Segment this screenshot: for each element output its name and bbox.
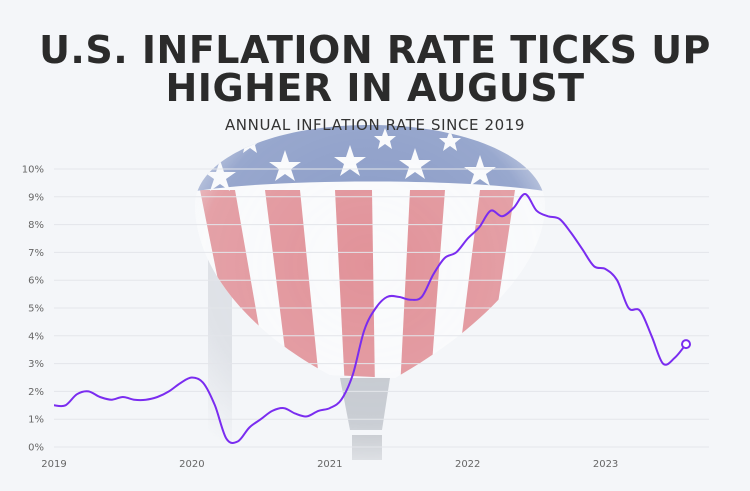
- chart-subtitle: ANNUAL INFLATION RATE SINCE 2019: [224, 116, 526, 134]
- x-tick-label: 2019: [41, 459, 66, 470]
- y-tick-label: 6%: [28, 276, 44, 287]
- x-axis-ticks: 2019 2020 2021 2022 2023: [41, 459, 618, 470]
- balloon-skirt: [340, 378, 390, 430]
- latest-point-marker: [681, 339, 692, 350]
- chart-grid: [54, 168, 709, 448]
- y-tick-label: 9%: [28, 192, 44, 203]
- y-tick-label: 10%: [22, 165, 44, 176]
- x-tick-label: 2023: [593, 459, 618, 470]
- hot-air-balloon-illustration: [195, 125, 545, 460]
- chart-title-line-1: U.S. INFLATION RATE TICKS UP: [39, 28, 711, 72]
- y-tick-label: 5%: [28, 304, 44, 315]
- series-layer: [53, 193, 692, 445]
- y-tick-label: 7%: [28, 248, 44, 259]
- balloon-stripes: [195, 190, 545, 378]
- y-tick-label: 0%: [28, 443, 44, 454]
- y-tick-label: 1%: [28, 415, 44, 426]
- y-tick-label: 2%: [28, 387, 44, 398]
- y-tick-label: 3%: [28, 359, 44, 370]
- chart-title-line-2: HIGHER IN AUGUST: [165, 66, 585, 110]
- x-tick-label: 2021: [317, 459, 342, 470]
- x-tick-label: 2020: [179, 459, 204, 470]
- series-line-inflation: [53, 193, 687, 445]
- x-tick-label: 2022: [455, 459, 480, 470]
- y-axis-ticks: 0% 1% 2% 3% 4% 5% 6% 7% 8% 9% 10%: [22, 165, 44, 454]
- y-tick-label: 8%: [28, 220, 44, 231]
- y-tick-label: 4%: [28, 331, 44, 342]
